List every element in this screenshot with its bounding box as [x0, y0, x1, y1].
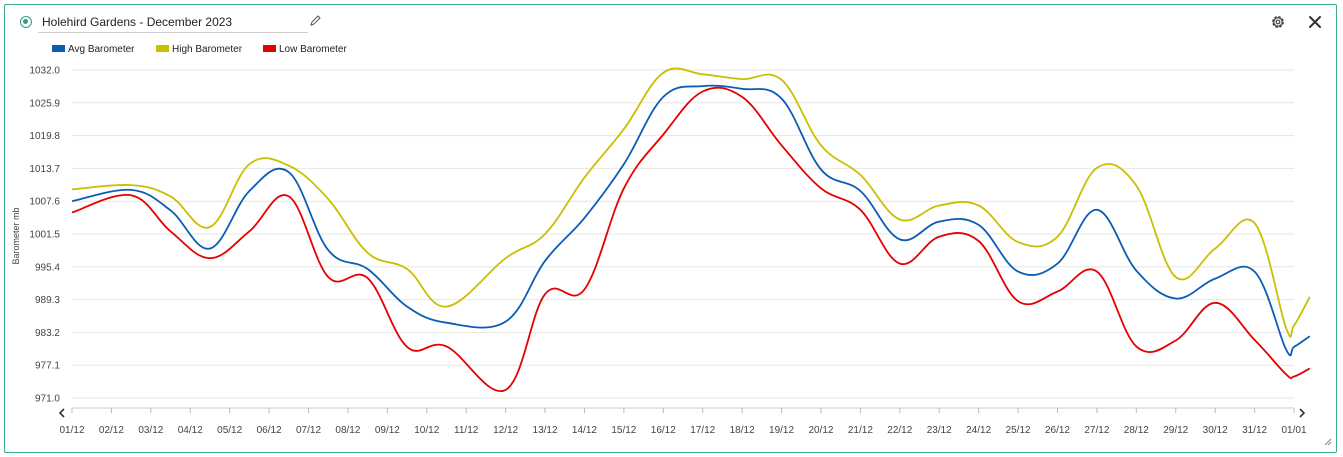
legend-item-high[interactable]: High Barometer — [156, 44, 242, 55]
x-tick-label: 05/12 — [217, 425, 242, 436]
x-tick-label: 29/12 — [1163, 425, 1188, 436]
x-tick-label: 04/12 — [178, 425, 203, 436]
x-tick-label: 18/12 — [730, 425, 755, 436]
resize-grip-icon[interactable] — [1324, 438, 1332, 446]
x-tick-label: 21/12 — [848, 425, 873, 436]
x-tick-label: 25/12 — [1006, 425, 1031, 436]
series-line-low-barometer[interactable] — [71, 86, 1311, 393]
legend-swatch-avg — [52, 44, 65, 52]
y-tick-label: 1019.8 — [29, 131, 60, 142]
x-tick-label: 03/12 — [138, 425, 163, 436]
y-tick-label: 983.2 — [35, 328, 60, 339]
x-tick-label: 01/12 — [59, 425, 84, 436]
pencil-icon[interactable] — [308, 14, 322, 28]
x-tick-label: 27/12 — [1084, 425, 1109, 436]
legend-swatch-low — [263, 44, 276, 52]
legend-item-low[interactable]: Low Barometer — [263, 44, 347, 55]
radio-selected-icon[interactable] — [20, 16, 32, 28]
x-tick-label: 01/01 — [1281, 425, 1306, 436]
x-tick-label: 31/12 — [1242, 425, 1267, 436]
x-tick-label: 06/12 — [257, 425, 282, 436]
x-tick-label: 13/12 — [533, 425, 558, 436]
x-tick-label: 15/12 — [611, 425, 636, 436]
legend-label-low: Low Barometer — [279, 44, 347, 55]
x-tick-label: 07/12 — [296, 425, 321, 436]
y-tick-label: 1025.9 — [29, 98, 60, 109]
y-tick-label: 1013.7 — [29, 164, 60, 175]
series-line-avg-barometer[interactable] — [71, 84, 1311, 357]
x-tick-label: 12/12 — [493, 425, 518, 436]
x-tick-label: 30/12 — [1203, 425, 1228, 436]
y-tick-label: 1007.6 — [29, 197, 60, 208]
legend-label-high: High Barometer — [172, 44, 243, 55]
legend-item-avg[interactable]: Avg Barometer — [52, 44, 135, 55]
x-tick-label: 08/12 — [335, 425, 360, 436]
title-row — [14, 9, 314, 35]
series-line-high-barometer[interactable] — [71, 67, 1311, 338]
title-input[interactable] — [38, 12, 308, 33]
x-tick-label: 20/12 — [808, 425, 833, 436]
y-tick-label: 1001.5 — [29, 230, 60, 241]
x-tick-label: 11/12 — [454, 425, 479, 436]
y-tick-label: 1032.0 — [29, 66, 60, 77]
x-tick-label: 02/12 — [99, 425, 124, 436]
x-tick-label: 10/12 — [414, 425, 439, 436]
x-tick-label: 28/12 — [1124, 425, 1149, 436]
legend-swatch-high — [156, 44, 169, 52]
chevron-left-icon[interactable] — [58, 408, 65, 418]
x-tick-label: 23/12 — [927, 425, 952, 436]
gear-icon[interactable] — [1269, 13, 1287, 31]
chevron-right-icon[interactable] — [1299, 408, 1306, 418]
x-tick-label: 16/12 — [651, 425, 676, 436]
y-tick-label: 971.0 — [35, 394, 60, 405]
y-tick-label: 989.3 — [35, 295, 60, 306]
x-tick-label: 26/12 — [1045, 425, 1070, 436]
y-tick-label: 977.1 — [35, 361, 60, 372]
x-tick-label: 22/12 — [887, 425, 912, 436]
x-tick-label: 09/12 — [375, 425, 400, 436]
x-tick-label: 19/12 — [769, 425, 794, 436]
x-tick-label: 14/12 — [572, 425, 597, 436]
legend-label-avg: Avg Barometer — [68, 44, 135, 55]
x-tick-label: 17/12 — [690, 425, 715, 436]
close-icon[interactable] — [1307, 14, 1323, 30]
y-tick-label: 995.4 — [35, 262, 60, 273]
x-tick-label: 24/12 — [966, 425, 991, 436]
y-axis-title: Barometer mb — [11, 207, 21, 264]
